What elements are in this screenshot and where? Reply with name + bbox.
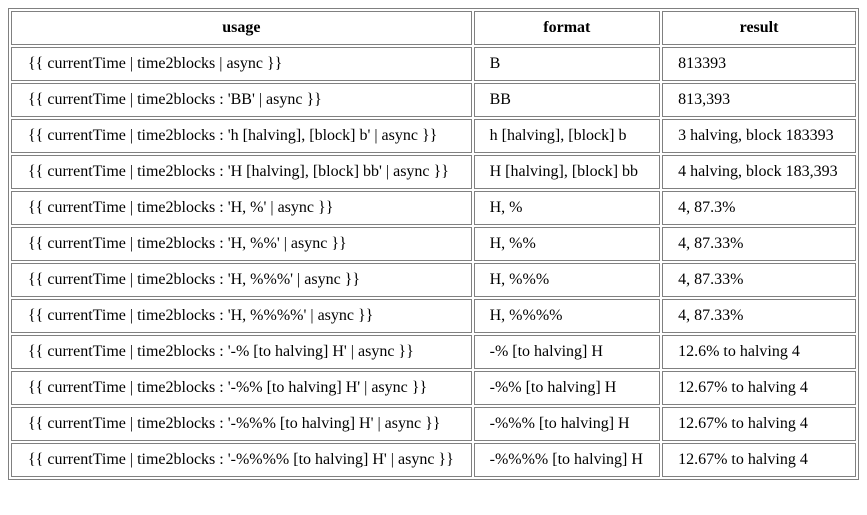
result-cell: 12.6% to halving 4	[662, 335, 856, 369]
usage-cell: {{ currentTime | time2blocks : 'BB' | as…	[11, 83, 472, 117]
header-usage: usage	[11, 11, 472, 45]
format-cell: -%% [to halving] H	[473, 371, 661, 405]
format-cell: B	[473, 47, 661, 81]
result-cell: 813,393	[662, 83, 856, 117]
usage-cell: {{ currentTime | time2blocks : 'H, %%' |…	[11, 227, 472, 261]
usage-cell: {{ currentTime | time2blocks : 'H [halvi…	[11, 155, 472, 189]
result-cell: 813393	[662, 47, 856, 81]
table-row: {{ currentTime | time2blocks : 'h [halvi…	[11, 119, 856, 153]
table-row: {{ currentTime | time2blocks : '-% [to h…	[11, 335, 856, 369]
format-cell: H, %%%%	[473, 299, 661, 333]
header-format: format	[473, 11, 661, 45]
usage-cell: {{ currentTime | time2blocks : '-% [to h…	[11, 335, 472, 369]
table-row: {{ currentTime | time2blocks | async }} …	[11, 47, 856, 81]
usage-cell: {{ currentTime | time2blocks : 'H, %%%' …	[11, 263, 472, 297]
format-cell: H [halving], [block] bb	[473, 155, 661, 189]
result-cell: 4, 87.3%	[662, 191, 856, 225]
usage-cell: {{ currentTime | time2blocks : 'H, %%%%'…	[11, 299, 472, 333]
result-cell: 12.67% to halving 4	[662, 407, 856, 441]
table-header: usage format result	[11, 11, 856, 45]
format-cell: h [halving], [block] b	[473, 119, 661, 153]
result-cell: 12.67% to halving 4	[662, 371, 856, 405]
result-cell: 12.67% to halving 4	[662, 443, 856, 477]
table-row: {{ currentTime | time2blocks : 'H, %' | …	[11, 191, 856, 225]
format-cell: H, %%%	[473, 263, 661, 297]
table-row: {{ currentTime | time2blocks : 'H [halvi…	[11, 155, 856, 189]
format-cell: BB	[473, 83, 661, 117]
result-cell: 4, 87.33%	[662, 227, 856, 261]
format-cell: H, %	[473, 191, 661, 225]
table-body: {{ currentTime | time2blocks | async }} …	[11, 47, 856, 477]
usage-cell: {{ currentTime | time2blocks : '-%% [to …	[11, 371, 472, 405]
table-row: {{ currentTime | time2blocks : '-%%% [to…	[11, 407, 856, 441]
result-cell: 4, 87.33%	[662, 299, 856, 333]
result-cell: 4 halving, block 183,393	[662, 155, 856, 189]
usage-cell: {{ currentTime | time2blocks : '-%%% [to…	[11, 407, 472, 441]
header-result: result	[662, 11, 856, 45]
format-cell: H, %%	[473, 227, 661, 261]
table-row: {{ currentTime | time2blocks : 'BB' | as…	[11, 83, 856, 117]
usage-cell: {{ currentTime | time2blocks : '-%%%% [t…	[11, 443, 472, 477]
table-row: {{ currentTime | time2blocks : 'H, %%%%'…	[11, 299, 856, 333]
table-row: {{ currentTime | time2blocks : '-%%%% [t…	[11, 443, 856, 477]
table-row: {{ currentTime | time2blocks : 'H, %%%' …	[11, 263, 856, 297]
usage-table: usage format result {{ currentTime | tim…	[8, 8, 859, 480]
result-cell: 4, 87.33%	[662, 263, 856, 297]
header-row: usage format result	[11, 11, 856, 45]
usage-cell: {{ currentTime | time2blocks : 'H, %' | …	[11, 191, 472, 225]
format-cell: -%%%% [to halving] H	[473, 443, 661, 477]
usage-cell: {{ currentTime | time2blocks | async }}	[11, 47, 472, 81]
format-cell: -% [to halving] H	[473, 335, 661, 369]
format-cell: -%%% [to halving] H	[473, 407, 661, 441]
table-row: {{ currentTime | time2blocks : '-%% [to …	[11, 371, 856, 405]
usage-cell: {{ currentTime | time2blocks : 'h [halvi…	[11, 119, 472, 153]
table-row: {{ currentTime | time2blocks : 'H, %%' |…	[11, 227, 856, 261]
result-cell: 3 halving, block 183393	[662, 119, 856, 153]
